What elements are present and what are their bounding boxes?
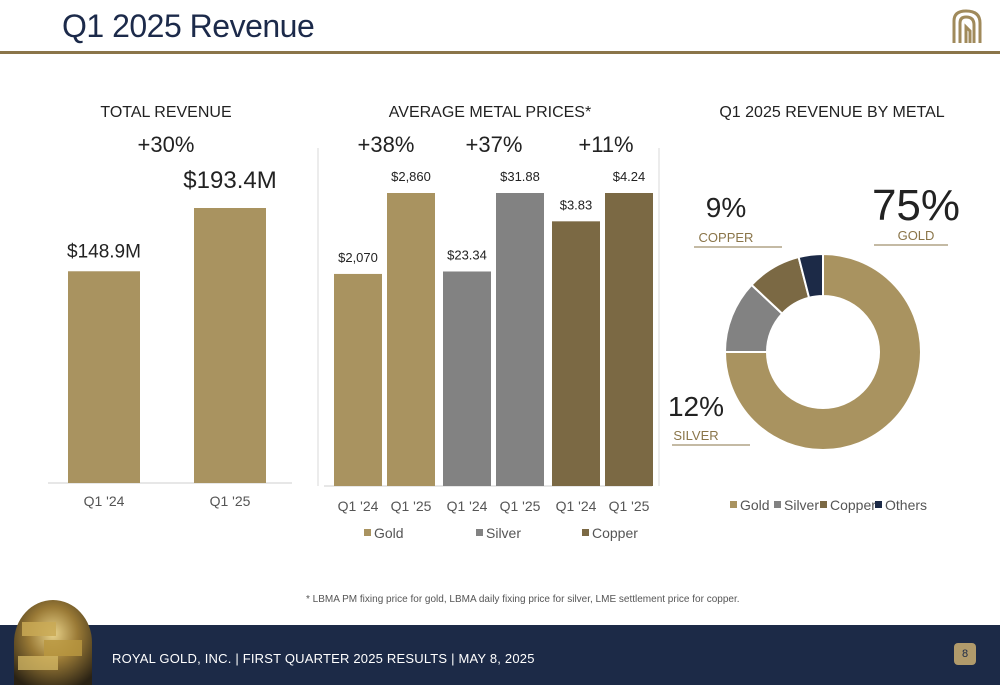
revenue-data-label: $148.9M <box>67 241 141 262</box>
copper-share-value: 9% <box>706 192 746 223</box>
title-divider <box>0 51 1000 54</box>
total-revenue-change: +30% <box>137 132 195 157</box>
legend-label: Gold <box>374 525 404 541</box>
copper-price-bar <box>605 193 653 486</box>
copper-share-caption: COPPER <box>699 230 754 245</box>
legend-label: Copper <box>830 497 876 513</box>
royal-gold-logo-icon <box>952 9 982 43</box>
legend-label: Silver <box>486 525 521 541</box>
metal-prices-chart: $2,070 Q1 '24 $2,860 Q1 '25 $23.34 Q1 '24 $31.… <box>317 148 660 541</box>
x-tick-label: Q1 '25 <box>609 498 650 514</box>
silver-price-bar <box>443 271 491 486</box>
legend-label: Copper <box>592 525 638 541</box>
legend-swatch <box>875 501 882 508</box>
legend-swatch <box>774 501 781 508</box>
silver-price-label: $23.34 <box>447 247 487 262</box>
legend-swatch <box>582 529 589 536</box>
gold-price-bar <box>387 193 435 486</box>
x-tick-label: Q1 '24 <box>84 493 125 509</box>
legend-label: Gold <box>740 497 770 513</box>
revenue-data-label: $193.4M <box>183 167 276 194</box>
x-tick-label: Q1 '24 <box>556 498 597 514</box>
total-revenue-title: TOTAL REVENUE <box>100 104 232 121</box>
gold-share-caption: GOLD <box>898 228 935 243</box>
gold-bars-photo <box>14 600 92 685</box>
donut-slice-gold <box>723 252 922 451</box>
revenue-bar <box>68 271 140 483</box>
footer-text: ROYAL GOLD, INC. | FIRST QUARTER 2025 RE… <box>112 651 535 666</box>
legend-swatch <box>476 529 483 536</box>
x-tick-label: Q1 '24 <box>338 498 379 514</box>
revenue-by-metal-title: Q1 2025 REVENUE BY METAL <box>719 104 945 121</box>
gold-price-label: $2,070 <box>338 250 378 265</box>
silver-share-caption: SILVER <box>673 428 718 443</box>
gold-share-value: 75% <box>872 181 960 230</box>
silver-share-value: 12% <box>668 391 724 422</box>
legend-swatch <box>820 501 827 508</box>
silver-price-change: +37% <box>465 132 523 157</box>
gold-price-change: +38% <box>357 132 415 157</box>
legend-label: Silver <box>784 497 819 513</box>
legend-swatch <box>364 529 371 536</box>
copper-price-label: $3.83 <box>560 197 593 212</box>
footnote: * LBMA PM fixing price for gold, LBMA da… <box>306 594 740 605</box>
copper-price-bar <box>552 221 600 486</box>
copper-price-change: +11% <box>578 132 634 157</box>
donut-slice-others <box>797 252 824 299</box>
gold-price-bar <box>334 273 382 486</box>
footer-bar <box>0 625 1000 685</box>
metal-prices-title: AVERAGE METAL PRICES* <box>388 104 592 121</box>
silver-price-label: $31.88 <box>500 169 540 184</box>
legend-swatch <box>730 501 737 508</box>
revenue-bar <box>194 208 266 483</box>
revenue-by-metal-chart: 75%GOLD 12% SILVER 9% COPPER Gold Silver Copper… <box>668 181 960 513</box>
copper-price-label: $4.24 <box>613 169 646 184</box>
page-title: Q1 2025 Revenue <box>62 8 315 44</box>
x-tick-label: Q1 '24 <box>447 498 488 514</box>
x-tick-label: Q1 '25 <box>500 498 541 514</box>
page-number: 8 <box>954 643 976 665</box>
silver-price-bar <box>496 193 544 486</box>
gold-price-label: $2,860 <box>391 169 431 184</box>
x-tick-label: Q1 '25 <box>391 498 432 514</box>
x-tick-label: Q1 '25 <box>210 493 251 509</box>
legend-label: Others <box>885 497 927 513</box>
total-revenue-chart: $148.9M Q1 '24 $193.4M Q1 '25 <box>48 167 292 509</box>
